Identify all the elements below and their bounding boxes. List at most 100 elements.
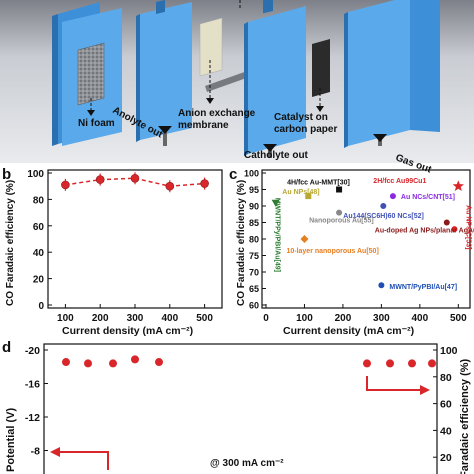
panel-d-frame bbox=[43, 343, 438, 474]
panel-b-point bbox=[130, 173, 140, 183]
arrow-right-head bbox=[420, 385, 430, 395]
panel-c-point-label: Au-doped Ag NPs/planar AgAu[54] bbox=[375, 228, 474, 235]
panel-b-ytick-label: 0 bbox=[38, 301, 44, 312]
panel-c-point-label: Au NPs/C[53] bbox=[464, 205, 471, 249]
panel-b-ytick-label: 60 bbox=[33, 222, 45, 233]
panel-b-ytick-label: 20 bbox=[33, 275, 45, 286]
panel-c-xtick-label: 0 bbox=[263, 313, 269, 324]
panel-d-ylabel-left: Potential (V) bbox=[5, 407, 17, 472]
label-ni-foam: Ni foam bbox=[78, 118, 115, 129]
panel-c-point bbox=[452, 180, 465, 192]
panel-d-fe-point bbox=[109, 359, 117, 368]
cathode-plate-2-edge bbox=[344, 12, 348, 148]
ni-foam bbox=[77, 42, 105, 106]
panel-b-ytick-label: 100 bbox=[27, 169, 44, 180]
panel-c-point-labels: 4H/fcc Au-MMT[30] Au NPs[48]MWNT/PPy/PBI/… bbox=[274, 178, 474, 291]
panel-d-fe-point bbox=[155, 358, 163, 367]
membrane bbox=[199, 17, 223, 77]
middle-plate-1-edge bbox=[136, 14, 140, 142]
catalyst-carbon-paper bbox=[312, 39, 330, 97]
cathode-plate-1-edge bbox=[244, 22, 248, 156]
panel-c-point bbox=[300, 235, 309, 243]
panel-c-point-label: 4H/fcc Au-MMT[30] bbox=[287, 180, 350, 187]
cathode-plate-2-side bbox=[410, 0, 440, 132]
panel-d-yticks-left: -20-16-12-8-4 bbox=[25, 345, 48, 458]
panel-c-point bbox=[389, 193, 396, 200]
anode-plate-edge bbox=[52, 14, 58, 146]
panel-b-point bbox=[95, 175, 105, 184]
panel-d-annotation: @ 300 mA cm⁻² bbox=[210, 458, 284, 469]
panel-d-ytick-left-label: -20 bbox=[25, 345, 40, 357]
panel-c-ytick-label: 65 bbox=[249, 284, 259, 294]
panel-c-xtick-label: 100 bbox=[296, 313, 313, 324]
label-catholyte-out: Catholyte out bbox=[244, 150, 309, 161]
panel-c-ytick-label: 70 bbox=[249, 268, 259, 278]
panel-b-point bbox=[165, 181, 175, 191]
panel-c-ytick-label: 60 bbox=[249, 301, 259, 311]
cathode-plate-2 bbox=[348, 0, 410, 146]
panel-a-schematic: Ni foam Anolyte out Anion exchange membr… bbox=[0, 0, 474, 176]
panel-d-fe-point bbox=[84, 359, 92, 368]
panel-c-point-label: Au144(SC6H)60 NCs[52] bbox=[343, 213, 424, 220]
panel-b-ytick-label: 80 bbox=[33, 195, 45, 206]
panel-c-ylabel: CO Faradaic efficiency (%) bbox=[236, 180, 247, 306]
panel-d-ytick-right-label: 80 bbox=[440, 372, 452, 384]
panel-b-xtick-label: 300 bbox=[127, 313, 144, 324]
panel-d-yticks-right: 100 80 60 40 20 bbox=[433, 345, 458, 464]
panel-b-xtick-label: 400 bbox=[161, 313, 178, 324]
panel-d-fe-point bbox=[408, 359, 416, 368]
panel-c-yticks: 100 95 90 85 80 75 70 65 60 bbox=[244, 169, 266, 311]
cathode-plate-1 bbox=[248, 6, 306, 154]
label-membrane-line1: Anion exchange bbox=[178, 108, 256, 119]
cathode-plate-1-window bbox=[263, 0, 273, 14]
panel-d-ytick-right-label: 60 bbox=[440, 399, 452, 411]
panel-d-ytick-left-label: -12 bbox=[25, 412, 40, 424]
panel-b: b CO Faradaic efficiency (%) Current den… bbox=[2, 166, 223, 337]
panel-b-series bbox=[61, 172, 209, 193]
panel-d-fe-point bbox=[428, 359, 436, 368]
leader-lines bbox=[90, 0, 321, 112]
panel-c-xlabel: Current density (mA cm⁻²) bbox=[283, 325, 414, 337]
arrow-left-head bbox=[50, 447, 60, 457]
panel-b-xlabel: Current density (mA cm⁻²) bbox=[62, 325, 193, 337]
panel-c-ytick-label: 80 bbox=[249, 235, 259, 245]
panel-d-ytick-left-label: -16 bbox=[25, 379, 40, 391]
panel-c-point bbox=[271, 199, 280, 207]
panel-c-point-label: Au NCs/CNT[51] bbox=[401, 194, 455, 201]
panel-c-tag: c bbox=[229, 166, 237, 183]
label-catalyst-line1: Catalyst on bbox=[274, 112, 328, 123]
panel-c-point-label: MWNT/PyPBI/Au[47] bbox=[389, 284, 457, 291]
panel-b-point bbox=[61, 180, 70, 190]
panel-d-arrows bbox=[58, 376, 420, 470]
panel-d-fe-point bbox=[386, 359, 394, 368]
panel-c: c CO Faradaic efficiency (%) Current den… bbox=[229, 166, 474, 337]
panel-b-xtick-label: 500 bbox=[196, 313, 213, 324]
panel-c-point-label: Nanoporous Au[55] bbox=[309, 218, 374, 225]
panel-c-ytick-label: 95 bbox=[249, 185, 259, 195]
panel-d-fe-point bbox=[363, 359, 371, 368]
panel-c-ytick-label: 100 bbox=[244, 169, 259, 179]
panel-c-point bbox=[451, 226, 458, 233]
panel-d: d Potential (V) Faradaic efficiency (%) … bbox=[2, 339, 471, 474]
panel-c-xticks: 0 100 200 300 400 500 bbox=[263, 304, 467, 324]
panel-d-ytick-right-label: 100 bbox=[440, 345, 458, 357]
panel-d-fe-point bbox=[131, 355, 139, 364]
catholyte-pipe bbox=[268, 148, 272, 158]
panel-b-ylabel: CO Faradaic efficiency (%) bbox=[5, 180, 16, 306]
panel-d-tag: d bbox=[2, 339, 11, 356]
panel-c-point-label: MWNT/PPy/PBI/Au[49] bbox=[274, 198, 281, 272]
panel-d-points bbox=[62, 355, 436, 368]
panel-c-point-label: 2H/fcc Au99Cu1 bbox=[373, 178, 426, 185]
panel-c-points bbox=[271, 180, 465, 289]
panel-b-xtick-label: 200 bbox=[92, 313, 109, 324]
panel-c-point bbox=[305, 193, 312, 200]
panel-c-ytick-label: 90 bbox=[249, 202, 259, 212]
panel-d-ylabel-right: Faradaic efficiency (%) bbox=[459, 358, 471, 474]
panel-c-xtick-label: 200 bbox=[335, 313, 352, 324]
panel-c-point bbox=[336, 186, 343, 193]
panel-d-ytick-right-label: 20 bbox=[440, 452, 452, 464]
anolyte-pipe bbox=[163, 132, 167, 146]
panel-b-tag: b bbox=[2, 166, 11, 183]
panel-b-frame bbox=[47, 169, 223, 309]
